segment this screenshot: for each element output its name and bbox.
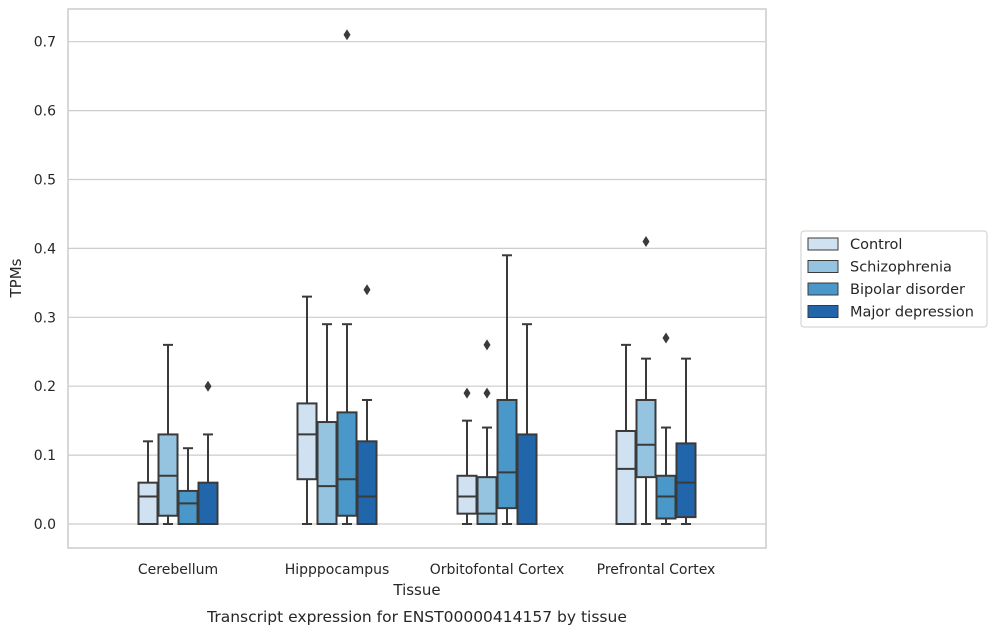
x-tick-label: Hipppocampus xyxy=(285,562,390,578)
box-iqr xyxy=(316,421,338,526)
outlier-point xyxy=(483,339,491,351)
chart-caption: Transcript expression for ENST0000041415… xyxy=(206,608,627,626)
x-axis-ticks: Cerebellum Hipppocampus Orbitofontal Corte… xyxy=(138,562,715,578)
box-iqr xyxy=(137,481,159,526)
legend-swatch xyxy=(807,260,839,273)
series-control xyxy=(137,295,637,526)
series-major-depression xyxy=(197,284,697,526)
y-tick-label: 0.0 xyxy=(34,517,56,533)
box-iqr xyxy=(635,398,657,479)
y-tick-label: 0.1 xyxy=(34,448,56,464)
box xyxy=(336,29,358,525)
legend-label: Bipolar disorder xyxy=(850,282,965,298)
box-iqr xyxy=(615,429,637,525)
legend-label: Control xyxy=(850,237,902,253)
outlier-point xyxy=(343,29,351,41)
box xyxy=(296,295,318,525)
legend-frame xyxy=(800,230,988,328)
y-tick-label: 0.2 xyxy=(34,379,56,395)
y-tick-label: 0.5 xyxy=(34,173,56,189)
legend-swatch xyxy=(807,305,839,318)
x-axis-title: Tissue xyxy=(392,581,440,599)
y-tick-label: 0.3 xyxy=(34,310,56,326)
y-tick-label: 0.7 xyxy=(34,35,56,51)
y-axis-ticks: 0.0 0.1 0.2 0.3 0.4 0.5 0.6 0.7 xyxy=(34,35,56,533)
box xyxy=(137,440,159,526)
box xyxy=(476,339,498,526)
box xyxy=(496,254,518,525)
box-iqr xyxy=(356,440,378,526)
legend: Control Schizophrenia Bipolar disorder Majo… xyxy=(800,230,988,328)
box xyxy=(157,343,179,525)
box-series xyxy=(137,29,697,526)
box xyxy=(177,447,199,526)
box xyxy=(615,343,637,525)
box-iqr xyxy=(675,442,697,519)
outlier-point xyxy=(363,284,371,296)
series-schizophrenia xyxy=(157,236,657,526)
box xyxy=(356,284,378,526)
series-bipolar-disorder xyxy=(177,29,677,526)
box-iqr xyxy=(456,474,478,515)
x-tick-label: Cerebellum xyxy=(138,562,218,578)
box-iqr xyxy=(336,411,358,517)
outlier-point xyxy=(204,380,212,392)
x-tick-label: Prefrontal Cortex xyxy=(597,562,716,578)
box xyxy=(675,357,697,525)
box xyxy=(456,387,478,525)
legend-swatch xyxy=(807,282,839,296)
legend-swatch xyxy=(807,237,839,251)
x-tick-label: Orbitofontal Cortex xyxy=(430,562,565,578)
y-tick-label: 0.4 xyxy=(34,241,56,257)
box xyxy=(655,332,677,525)
box-iqr xyxy=(516,433,538,525)
outlier-point xyxy=(463,387,471,399)
legend-label: Schizophrenia xyxy=(850,260,952,276)
grid-lines xyxy=(68,41,766,525)
box-iqr xyxy=(496,398,518,510)
box-iqr xyxy=(296,402,318,481)
outlier-point xyxy=(642,236,650,248)
box-iqr xyxy=(197,481,219,526)
box xyxy=(197,380,219,526)
box xyxy=(516,323,538,525)
box-iqr xyxy=(476,476,498,526)
legend-label: Major depression xyxy=(850,305,974,321)
y-tick-label: 0.6 xyxy=(34,104,56,120)
outlier-point xyxy=(662,332,670,344)
box xyxy=(635,236,657,525)
outlier-point xyxy=(483,387,491,399)
plot-area-frame xyxy=(67,8,767,549)
y-axis-title: TPMs xyxy=(7,258,25,298)
box xyxy=(316,323,338,526)
box-iqr xyxy=(177,489,199,526)
